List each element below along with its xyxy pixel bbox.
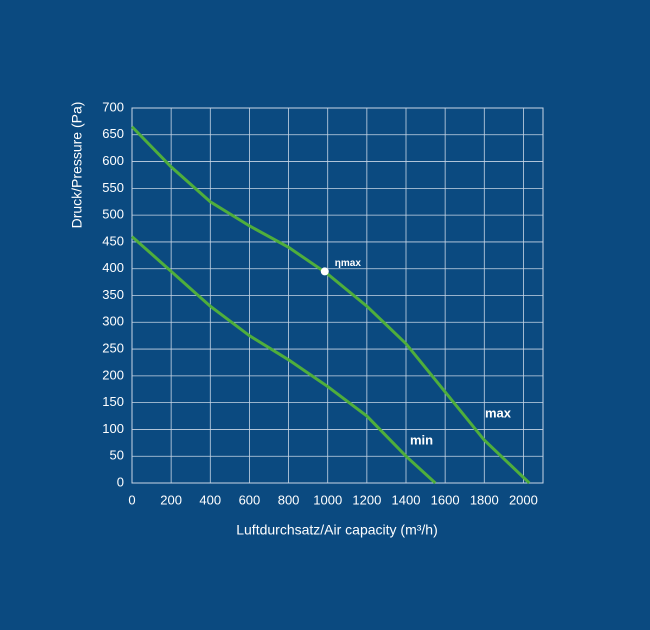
y-tick-label: 400 [102, 260, 124, 275]
x-tick-label: 1800 [470, 492, 499, 507]
y-tick-label: 100 [102, 421, 124, 436]
series-line [131, 235, 437, 485]
x-tick-label: 200 [160, 492, 182, 507]
annotation-label: ηmax [335, 258, 362, 269]
x-tick-label: 1400 [392, 492, 421, 507]
x-tick-label: 1200 [352, 492, 381, 507]
x-tick-label: 600 [239, 492, 261, 507]
y-tick-label: 700 [102, 99, 124, 114]
x-tick-label: 1000 [313, 492, 342, 507]
y-tick-label: 250 [102, 341, 124, 356]
x-tick-label: 0 [128, 492, 135, 507]
x-tick-label: 2000 [509, 492, 538, 507]
y-tick-label: 650 [102, 126, 124, 141]
y-tick-label: 0 [117, 474, 124, 489]
y-tick-label: 350 [102, 287, 124, 302]
y-tick-label: 500 [102, 207, 124, 222]
x-tick-label: 1600 [431, 492, 460, 507]
x-tick-label: 400 [199, 492, 221, 507]
annotation-point [320, 267, 329, 276]
series-label: max [485, 405, 512, 420]
y-tick-label: 450 [102, 233, 124, 248]
y-tick-label: 300 [102, 314, 124, 329]
y-tick-label: 150 [102, 394, 124, 409]
y-axis-label: Druck/Pressure (Pa) [69, 102, 85, 229]
y-tick-label: 600 [102, 153, 124, 168]
y-tick-label: 200 [102, 367, 124, 382]
x-axis-label: Luftdurchsatz/Air capacity (m³/h) [236, 522, 438, 538]
x-tick-label: 800 [278, 492, 300, 507]
series-label: min [410, 432, 433, 447]
y-tick-label: 50 [110, 448, 124, 463]
y-tick-label: 550 [102, 180, 124, 195]
